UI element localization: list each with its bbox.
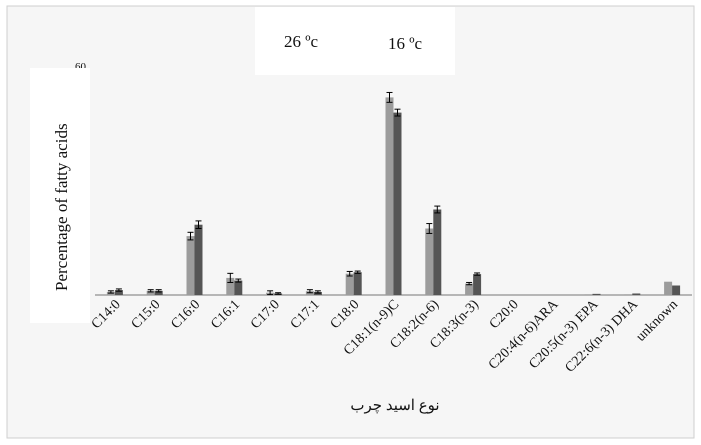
error-bar: [235, 278, 242, 283]
legend-label-26c: 26 ºc: [284, 32, 319, 51]
bar: [473, 274, 482, 295]
chart-background: [6, 5, 695, 439]
bar: [393, 112, 402, 295]
bar: [584, 294, 593, 295]
error-bar: [267, 290, 274, 296]
error-bar: [426, 223, 433, 234]
bar: [114, 290, 123, 295]
error-bar: [346, 270, 353, 277]
error-bar: [147, 289, 154, 293]
y-axis-title-panel: [30, 68, 90, 323]
bar: [592, 293, 601, 295]
error-bar: [354, 270, 361, 274]
legend-panel: [255, 7, 455, 75]
error-bar: [314, 290, 321, 294]
bar: [425, 228, 434, 295]
bar: [154, 290, 163, 295]
y-tick-label: 60: [75, 61, 87, 73]
bar: [146, 290, 155, 295]
error-bar: [115, 288, 122, 292]
x-axis-title: نوع اسید چرب: [350, 398, 439, 414]
error-bars: [107, 91, 481, 296]
bar: [433, 209, 442, 295]
error-bar: [474, 272, 481, 276]
error-bar: [306, 289, 313, 294]
bar: [672, 285, 681, 295]
bar: [345, 273, 354, 295]
y-axis-title: Percentage of fatty acids: [52, 123, 71, 291]
error-bar: [227, 272, 234, 283]
error-bar: [195, 220, 202, 229]
bars: [106, 97, 681, 296]
error-bar: [466, 281, 473, 286]
error-bar: [155, 289, 162, 293]
bar: [353, 272, 362, 295]
bar: [664, 281, 673, 295]
error-bar: [107, 290, 114, 294]
bar: [465, 283, 474, 295]
bar: [385, 97, 394, 296]
error-bar: [187, 231, 194, 241]
error-bar: [386, 91, 393, 103]
error-bar: [434, 205, 441, 214]
y-axis-ticks: 60: [75, 61, 87, 73]
bar: [194, 224, 203, 295]
error-bar: [394, 108, 401, 117]
error-bar: [275, 292, 282, 295]
bar: [226, 277, 235, 295]
bar: [624, 294, 633, 295]
bar: [234, 280, 243, 295]
legend-label-16c: 16 ºc: [388, 34, 423, 53]
bar: [632, 293, 641, 295]
bar: [186, 236, 195, 295]
